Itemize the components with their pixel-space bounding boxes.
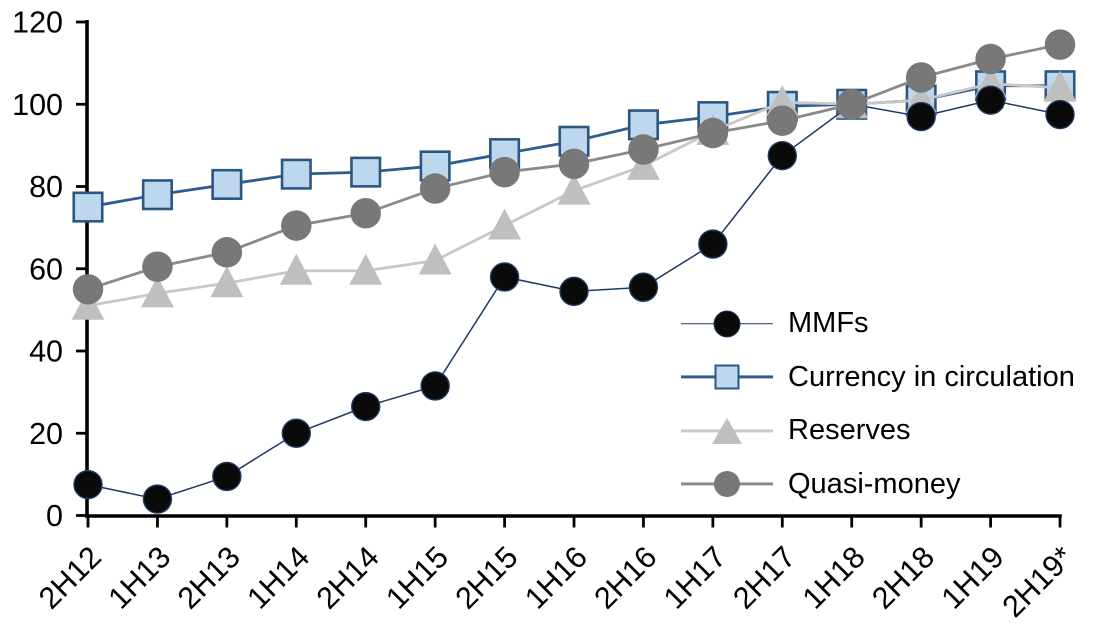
legend-label-mmfs: MMFs [788, 307, 869, 340]
x-tick-label: 2H12 [32, 540, 108, 616]
marker-currency-in-circulation-2h14 [350, 156, 382, 188]
marker-reserves-1h15 [418, 243, 452, 275]
mmfs-legend-swatch [681, 306, 773, 342]
marker-quasi-money-1h19 [975, 43, 1006, 75]
marker-mmfs-1h13 [142, 484, 173, 514]
marker-mmfs-1h16 [559, 276, 589, 307]
marker-currency-in-circulation-2h13 [211, 168, 243, 200]
marker-mmfs-2h19 [1045, 99, 1075, 130]
x-tick-label: 2H15 [449, 540, 525, 616]
x-tick-label: 1H14 [241, 540, 317, 616]
marker-quasi-money-1h16 [558, 148, 590, 180]
marker-quasi-money-2h15 [489, 156, 520, 188]
marker-reserves-1h14 [279, 253, 313, 285]
x-tick-label: 2H17 [727, 540, 803, 616]
legend-label-reserves: Reserves [788, 414, 911, 447]
marker-quasi-money-2h13 [211, 237, 243, 268]
y-tick-label: 40 [29, 335, 63, 369]
marker-mmfs-2h12 [73, 469, 103, 500]
marker-mmfs-1h15 [420, 371, 450, 401]
legend-label-currency-in-circulation: Currency in circulation [788, 360, 1075, 393]
marker-mmfs-2h17 [767, 140, 797, 171]
x-tick-label: 2H16 [588, 540, 664, 616]
marker-quasi-money-2h14 [350, 197, 381, 229]
currency-legend-swatch [681, 359, 773, 395]
marker-quasi-money-1h17 [697, 117, 729, 149]
marker-mmfs-2h18 [906, 101, 936, 132]
x-tick-label: 1H18 [796, 540, 872, 616]
quasi-money-legend-swatch [681, 466, 773, 502]
x-tick-label: 1H15 [379, 540, 455, 616]
marker-mmfs-2h16 [628, 272, 659, 302]
legend-label-quasi-money: Quasi-money [788, 467, 961, 500]
marker-currency-in-circulation-1h14 [280, 158, 312, 190]
quasi-money-circle-marker-icon [714, 471, 740, 498]
x-tick-label: 1H17 [657, 540, 733, 616]
marker-reserves-2h13 [210, 266, 244, 298]
marker-quasi-money-1h18 [836, 89, 867, 120]
x-tick-label: 1H16 [518, 540, 594, 616]
marker-quasi-money-2h17 [767, 105, 798, 136]
marker-reserves-1h16 [557, 173, 591, 205]
legend-item-mmfs: MMFs [681, 297, 1075, 351]
y-tick-label: 0 [46, 499, 63, 533]
marker-quasi-money-2h19 [1044, 29, 1076, 60]
reserves-legend-swatch [681, 413, 773, 449]
y-tick-label: 120 [12, 6, 63, 40]
x-tick-label: 2H14 [310, 540, 386, 616]
x-tick-label: 2H18 [866, 540, 942, 616]
chart-legend: MMFs Currency in circulation Reserves Qu… [681, 297, 1075, 511]
marker-mmfs-2h15 [489, 262, 520, 292]
marker-mmfs-1h14 [281, 418, 311, 448]
marker-quasi-money-1h15 [419, 173, 451, 204]
marker-mmfs-2h13 [212, 461, 242, 492]
currency-square-marker-icon [714, 364, 740, 390]
marker-quasi-money-1h14 [281, 210, 312, 241]
y-tick-label: 80 [29, 170, 63, 204]
marker-currency-in-circulation-2h12 [72, 191, 104, 223]
marker-mmfs-1h17 [698, 229, 728, 259]
mmfs-circle-marker-icon [713, 310, 741, 338]
marker-quasi-money-2h16 [628, 134, 659, 165]
y-tick-label: 100 [12, 88, 63, 122]
x-tick-label: 2H19* [996, 540, 1080, 624]
x-tick-label: 2H13 [171, 540, 247, 616]
reserves-triangle-marker-icon [712, 417, 742, 444]
y-tick-label: 60 [29, 252, 63, 286]
legend-item-currency-in-circulation: Currency in circulation [681, 351, 1075, 405]
marker-mmfs-2h14 [351, 391, 381, 422]
marker-reserves-2h14 [349, 253, 383, 285]
marker-quasi-money-2h12 [72, 274, 104, 305]
y-tick-label: 20 [29, 417, 63, 451]
legend-item-quasi-money: Quasi-money [681, 458, 1075, 512]
marker-quasi-money-1h13 [142, 251, 173, 282]
marker-mmfs-1h19 [975, 85, 1006, 115]
marker-reserves-2h15 [488, 208, 522, 240]
series-quasi-money [72, 29, 1076, 305]
marker-quasi-money-2h18 [905, 62, 937, 93]
marker-reserves-1h13 [141, 276, 174, 308]
marker-currency-in-circulation-1h13 [141, 179, 173, 211]
legend-item-reserves: Reserves [681, 404, 1075, 458]
marker-reserves-2h19 [1043, 70, 1077, 102]
x-tick-label: 1H13 [102, 540, 178, 616]
